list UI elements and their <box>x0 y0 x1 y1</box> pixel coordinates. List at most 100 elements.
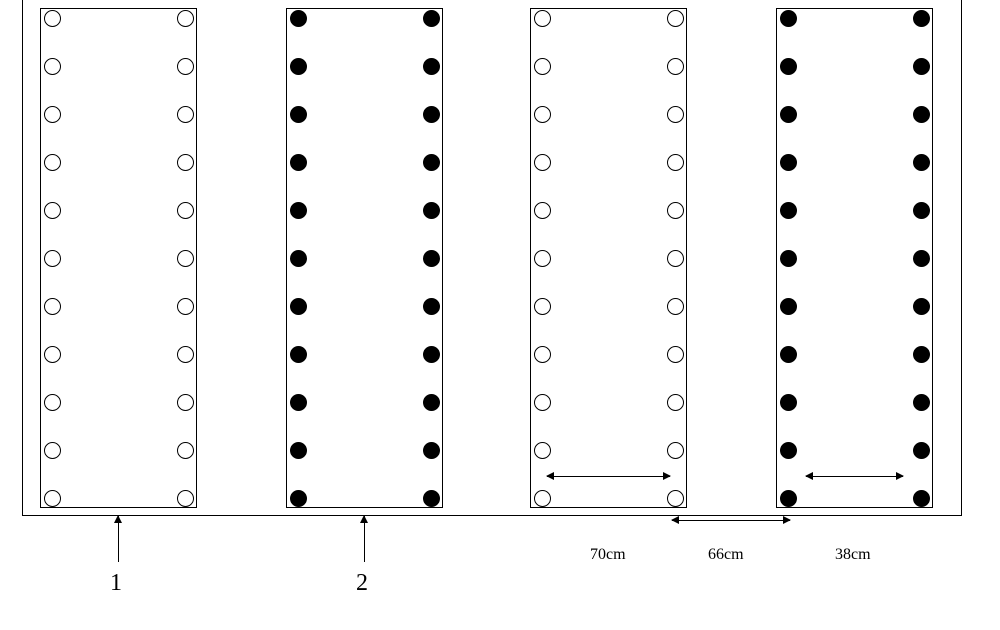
dot-filled <box>423 202 440 219</box>
dot-open <box>44 154 61 171</box>
dim-line-dim66 <box>672 520 790 521</box>
dot-filled <box>290 58 307 75</box>
dot-filled <box>913 442 930 459</box>
dot-open <box>534 490 551 507</box>
dot-open <box>44 346 61 363</box>
dot-open <box>534 10 551 27</box>
dot-open <box>534 394 551 411</box>
dot-open <box>177 154 194 171</box>
dot-filled <box>913 250 930 267</box>
dot-filled <box>290 490 307 507</box>
dim-line-dim38 <box>806 476 903 477</box>
dot-filled <box>290 154 307 171</box>
dot-filled <box>423 10 440 27</box>
dot-open <box>534 202 551 219</box>
pointer-label-lab1: 1 <box>110 570 122 597</box>
dot-filled <box>913 346 930 363</box>
dot-open <box>667 58 684 75</box>
arrow-left-icon <box>546 472 554 480</box>
dot-filled <box>423 58 440 75</box>
dot-filled <box>913 154 930 171</box>
arrow-left-icon <box>805 472 813 480</box>
arrow-up-icon <box>114 515 122 523</box>
dot-open <box>667 442 684 459</box>
dot-filled <box>423 106 440 123</box>
dot-open <box>44 202 61 219</box>
dot-open <box>667 154 684 171</box>
dim-label-dim38: 38cm <box>835 546 871 564</box>
dot-open <box>177 250 194 267</box>
dot-filled <box>423 490 440 507</box>
dot-open <box>534 250 551 267</box>
panel-p3 <box>530 8 687 508</box>
dot-open <box>534 106 551 123</box>
dot-filled <box>780 250 797 267</box>
dot-filled <box>780 394 797 411</box>
dot-filled <box>290 346 307 363</box>
dot-filled <box>913 394 930 411</box>
dot-open <box>177 442 194 459</box>
panel-p1 <box>40 8 197 508</box>
dot-filled <box>423 250 440 267</box>
pointer-label-lab2: 2 <box>356 570 368 597</box>
panel-p2 <box>286 8 443 508</box>
dot-filled <box>780 346 797 363</box>
dot-open <box>667 106 684 123</box>
dot-filled <box>780 106 797 123</box>
dot-open <box>177 58 194 75</box>
dot-filled <box>780 298 797 315</box>
dot-filled <box>780 202 797 219</box>
dot-filled <box>290 106 307 123</box>
dot-filled <box>913 58 930 75</box>
dot-filled <box>780 442 797 459</box>
dot-open <box>44 490 61 507</box>
dim-label-dim70: 70cm <box>590 546 626 564</box>
dim-label-dim66: 66cm <box>708 546 744 564</box>
dot-open <box>667 10 684 27</box>
dot-open <box>44 442 61 459</box>
dot-filled <box>290 298 307 315</box>
dot-filled <box>913 202 930 219</box>
dot-open <box>667 202 684 219</box>
dot-filled <box>290 202 307 219</box>
panel-p4 <box>776 8 933 508</box>
dot-filled <box>423 394 440 411</box>
dot-open <box>177 106 194 123</box>
dot-open <box>177 202 194 219</box>
dot-filled <box>780 58 797 75</box>
dot-open <box>44 298 61 315</box>
dot-open <box>534 442 551 459</box>
dot-filled <box>290 442 307 459</box>
dot-filled <box>423 346 440 363</box>
dot-filled <box>913 298 930 315</box>
dot-open <box>667 490 684 507</box>
dot-filled <box>913 490 930 507</box>
dot-filled <box>913 106 930 123</box>
dot-open <box>44 106 61 123</box>
dot-open <box>667 250 684 267</box>
arrow-right-icon <box>783 516 791 524</box>
dot-open <box>667 394 684 411</box>
dot-filled <box>913 10 930 27</box>
dot-open <box>534 154 551 171</box>
dot-open <box>177 394 194 411</box>
dot-filled <box>423 154 440 171</box>
dot-open <box>667 346 684 363</box>
arrow-right-icon <box>896 472 904 480</box>
dot-filled <box>290 250 307 267</box>
dot-open <box>534 346 551 363</box>
dot-open <box>177 10 194 27</box>
arrow-left-icon <box>671 516 679 524</box>
dot-filled <box>780 10 797 27</box>
dot-filled <box>423 298 440 315</box>
dot-open <box>44 58 61 75</box>
diagram-canvas: 70cm 66cm 38cm 1 2 <box>0 0 1000 630</box>
dot-open <box>177 346 194 363</box>
dot-open <box>44 250 61 267</box>
dot-filled <box>290 10 307 27</box>
dot-open <box>534 298 551 315</box>
dot-filled <box>423 442 440 459</box>
dot-filled <box>780 490 797 507</box>
dot-open <box>534 58 551 75</box>
dot-open <box>177 490 194 507</box>
